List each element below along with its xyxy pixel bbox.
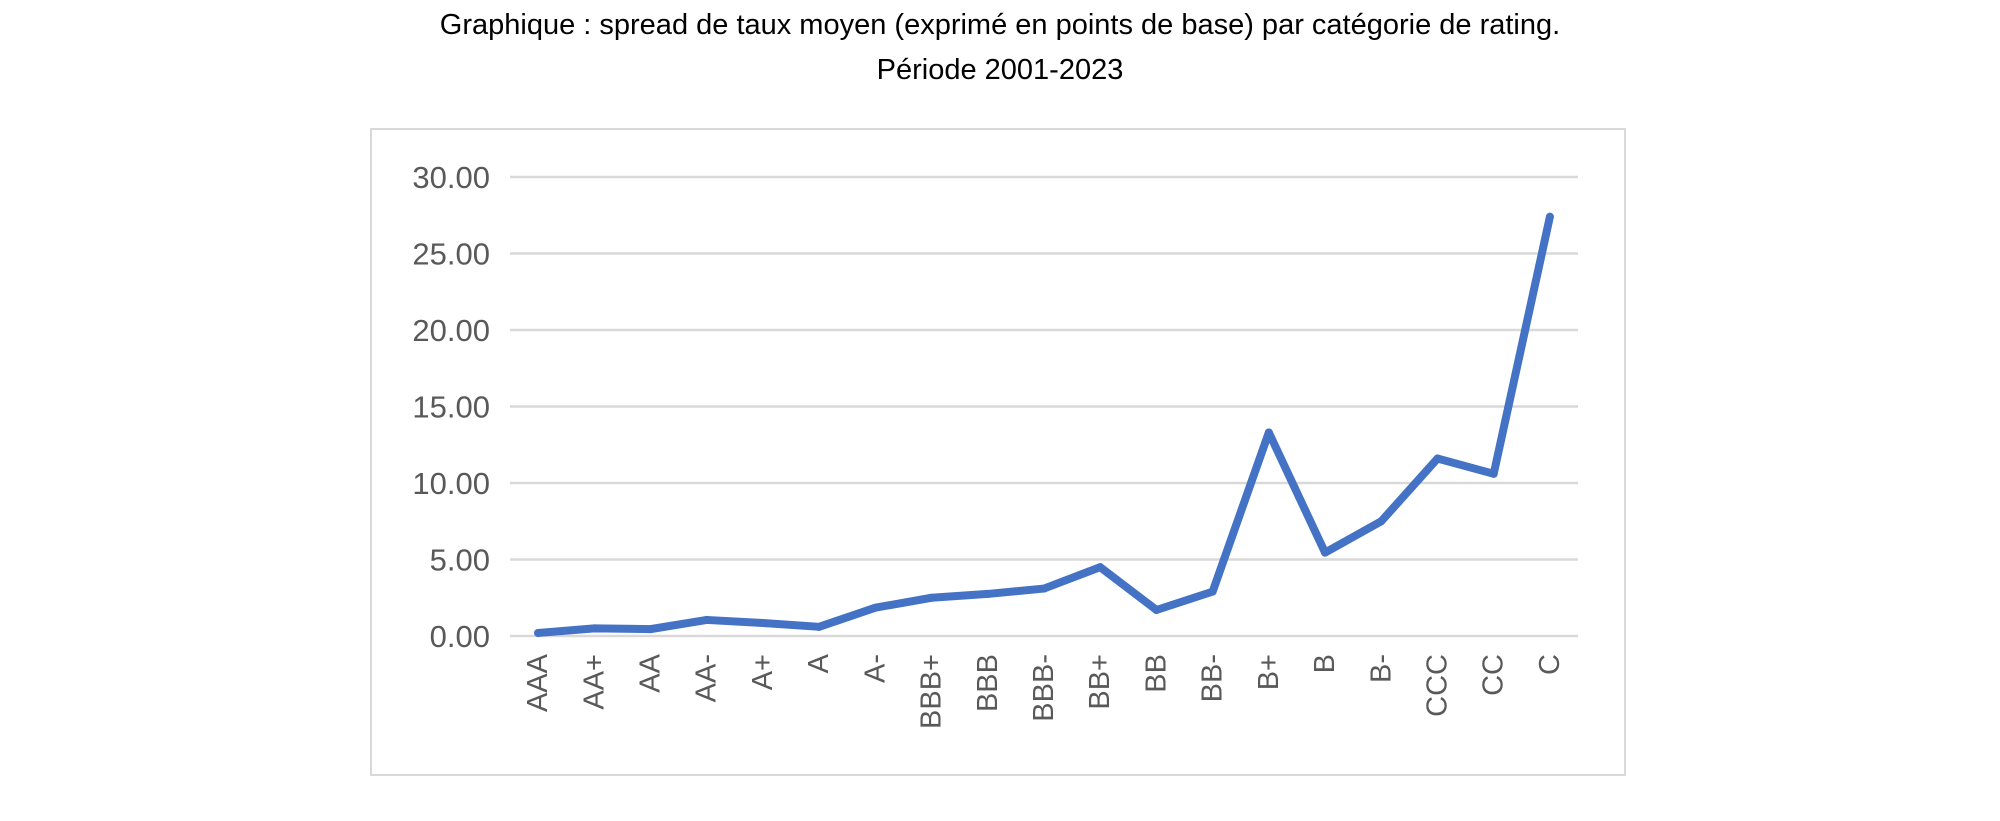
x-tick-label: BB — [1140, 654, 1172, 693]
x-tick-label: B — [1309, 654, 1341, 673]
x-tick-label: AA- — [691, 654, 723, 702]
y-tick-label: 10.00 — [412, 466, 490, 501]
data-point — [871, 603, 880, 612]
data-point — [1321, 548, 1330, 557]
x-tick-label: BB+ — [1084, 654, 1116, 710]
data-point — [1152, 605, 1161, 614]
x-tick-label: A+ — [747, 654, 779, 690]
x-tick-label: BBB — [972, 654, 1004, 712]
data-point — [1377, 517, 1386, 526]
data-point — [1545, 212, 1554, 221]
data-point — [534, 628, 543, 637]
y-tick-label: 15.00 — [412, 390, 490, 425]
data-point — [815, 622, 824, 631]
x-tick-label: B+ — [1253, 654, 1285, 690]
y-tick-label: 0.00 — [430, 619, 490, 654]
x-axis-ticks: AAA AA+ AA AA- A+ A A- BBB+ BBB BBB- BB+ BB BB- B+ B B-… — [522, 653, 1566, 729]
x-tick-label: BBB+ — [916, 654, 948, 729]
data-point — [1040, 584, 1048, 593]
data-point — [646, 625, 655, 634]
data-point — [1264, 428, 1273, 437]
x-tick-label: BBB- — [1028, 654, 1060, 722]
y-axis-ticks: 0.00 5.00 10.00 15.00 20.00 25.00 30.00 — [412, 160, 490, 654]
chart-frame — [370, 128, 1626, 776]
data-point — [702, 615, 711, 624]
series-layer — [534, 212, 1554, 637]
y-tick-label: 30.00 — [412, 160, 490, 195]
grid-lines — [510, 175, 1578, 638]
x-tick-label: A- — [859, 654, 891, 683]
x-tick-label: CC — [1478, 654, 1510, 696]
x-tick-label: AA — [635, 653, 667, 692]
x-tick-label: AAA — [522, 653, 554, 712]
data-point — [1433, 454, 1442, 463]
y-tick-label: 20.00 — [412, 313, 490, 348]
chart-subtitle: Période 2001-2023 — [876, 54, 1124, 86]
x-tick-label: B- — [1365, 654, 1397, 683]
x-tick-label: CCC — [1421, 654, 1453, 717]
data-point — [927, 593, 936, 602]
data-point — [1208, 587, 1217, 596]
x-tick-label: BB- — [1197, 654, 1229, 702]
chart-title-block: Graphique : spread de taux moyen (exprim… — [0, 0, 2000, 93]
x-tick-label: C — [1534, 654, 1566, 675]
data-point — [983, 589, 992, 598]
data-point — [1096, 563, 1105, 572]
chart-title: Graphique : spread de taux moyen (exprim… — [439, 9, 1561, 41]
y-tick-label: 5.00 — [430, 543, 490, 578]
data-point — [758, 618, 767, 627]
series-line — [534, 212, 1554, 637]
y-tick-label: 25.00 — [412, 237, 490, 272]
x-tick-label: A — [803, 653, 835, 673]
x-tick-label: AA+ — [578, 654, 610, 710]
data-point — [590, 624, 599, 633]
data-point — [1489, 469, 1498, 478]
